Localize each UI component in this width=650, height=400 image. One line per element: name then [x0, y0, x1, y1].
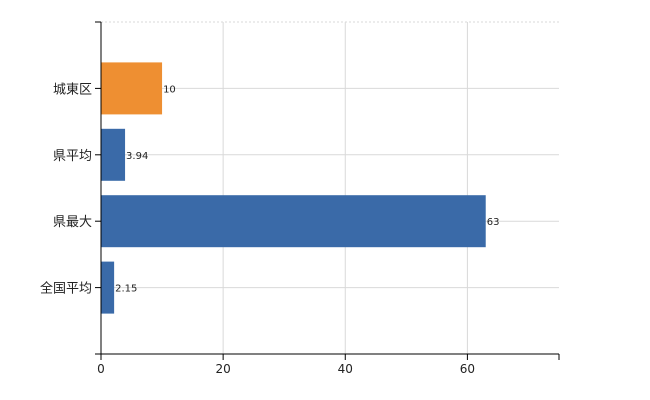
- category-label: 県最大: [53, 215, 92, 230]
- labels: 10 城東区 3.94 県平均 63 県最大 2.15 全国平均 0 20 40 60: [40, 81, 499, 376]
- x-tick-label: 20: [215, 362, 230, 376]
- data-label: 63: [487, 217, 500, 228]
- data-label: 10: [163, 84, 176, 95]
- bars: [101, 62, 486, 314]
- data-label: 3.94: [126, 151, 148, 162]
- grid-lines: [101, 21, 559, 354]
- x-tick-label: 0: [97, 362, 105, 376]
- axes: [95, 21, 560, 360]
- category-label: 全国平均: [40, 281, 92, 297]
- bar: [101, 128, 126, 181]
- category-label: 県平均: [53, 149, 92, 164]
- x-tick-label: 40: [338, 362, 353, 376]
- data-label: 2.15: [115, 284, 137, 295]
- bar: [101, 195, 486, 248]
- bar: [101, 62, 163, 115]
- bar: [101, 261, 115, 314]
- category-label: 城東区: [53, 81, 92, 97]
- x-tick-label: 60: [460, 362, 475, 376]
